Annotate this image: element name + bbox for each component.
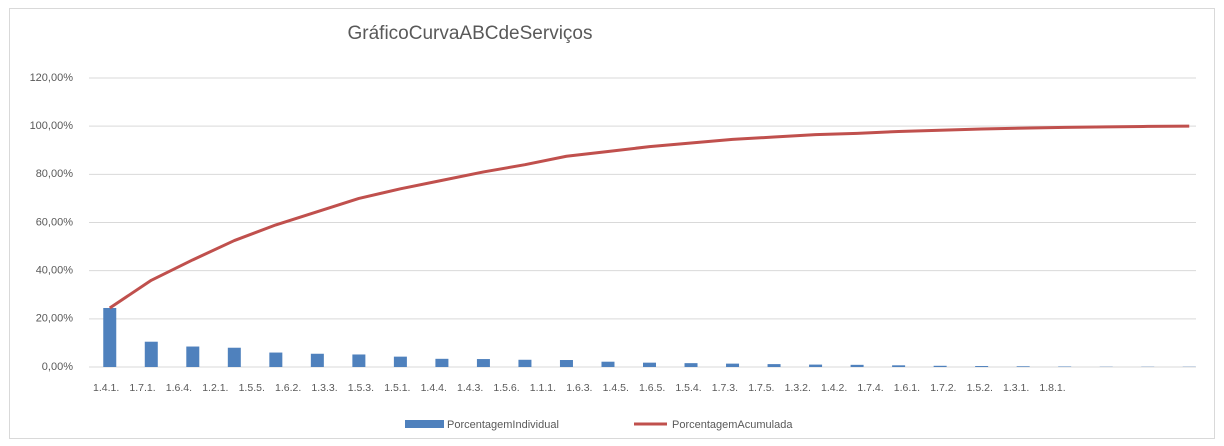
y-tick-label: 100,00% bbox=[30, 120, 74, 132]
y-tick-label: 20,00% bbox=[36, 313, 74, 325]
x-tick-label: 1.4.3. bbox=[457, 382, 483, 394]
bar bbox=[310, 353, 324, 367]
bar bbox=[601, 361, 615, 367]
legend-label: PorcentagemAcumulada bbox=[672, 419, 793, 431]
y-tick-label: 60,00% bbox=[36, 216, 74, 228]
bar bbox=[767, 364, 781, 367]
bar bbox=[933, 365, 947, 367]
x-tick-label: 1.7.4. bbox=[857, 382, 883, 394]
x-tick-label: 1.7.2. bbox=[930, 382, 956, 394]
x-tick-label: 1.5.1. bbox=[384, 382, 410, 394]
x-tick-label: 1.7.1. bbox=[129, 382, 155, 394]
x-tick-label: 1.7.5. bbox=[748, 382, 774, 394]
x-tick-label: 1.2.1. bbox=[202, 382, 228, 394]
x-tick-label: 1.5.4. bbox=[675, 382, 701, 394]
bar bbox=[726, 363, 740, 367]
x-tick-label: 1.7.3. bbox=[712, 382, 738, 394]
x-tick-label: 1.5.6. bbox=[493, 382, 519, 394]
x-tick-label: 1.1.1. bbox=[530, 382, 556, 394]
y-tick-label: 40,00% bbox=[36, 265, 74, 277]
bar bbox=[393, 356, 407, 367]
y-tick-label: 0,00% bbox=[42, 361, 73, 373]
bar bbox=[643, 362, 656, 367]
x-tick-label: 1.4.2. bbox=[821, 382, 847, 394]
x-tick-label: 1.5.3. bbox=[348, 382, 374, 394]
bar bbox=[559, 360, 573, 367]
y-tick-label: 120,00% bbox=[30, 72, 74, 84]
bar bbox=[476, 359, 490, 367]
x-tick-label: 1.5.2. bbox=[967, 382, 993, 394]
x-tick-label: 1.6.1. bbox=[894, 382, 920, 394]
x-tick-label: 1.3.1. bbox=[1003, 382, 1029, 394]
x-tick-label: 1.6.5. bbox=[639, 382, 665, 394]
bar bbox=[684, 363, 698, 367]
legend-swatch bbox=[405, 420, 444, 428]
bar bbox=[809, 364, 823, 367]
bar bbox=[1016, 366, 1030, 367]
bar bbox=[892, 365, 906, 367]
bar bbox=[435, 358, 449, 367]
x-tick-label: 1.4.1. bbox=[93, 382, 119, 394]
bar bbox=[144, 341, 158, 367]
y-tick-label: 80,00% bbox=[36, 168, 74, 180]
x-tick-label: 1.8.1. bbox=[1039, 382, 1065, 394]
bar bbox=[850, 364, 864, 367]
bar bbox=[269, 352, 283, 367]
x-tick-label: 1.6.3. bbox=[566, 382, 592, 394]
x-tick-label: 1.5.5. bbox=[239, 382, 265, 394]
x-tick-label: 1.3.3. bbox=[311, 382, 337, 394]
x-tick-label: 1.4.4. bbox=[421, 382, 447, 394]
bar bbox=[186, 346, 200, 367]
chart-frame bbox=[9, 8, 1215, 439]
line bbox=[108, 124, 1190, 310]
chart-title: GráficoCurvaABCdeServiços bbox=[348, 23, 593, 44]
bar bbox=[975, 366, 989, 367]
bar bbox=[227, 347, 241, 367]
x-tick-label: 1.6.2. bbox=[275, 382, 301, 394]
bar bbox=[518, 359, 532, 367]
bar bbox=[103, 307, 117, 367]
x-tick-label: 1.3.2. bbox=[785, 382, 811, 394]
bar bbox=[352, 354, 366, 367]
x-tick-label: 1.6.4. bbox=[166, 382, 192, 394]
x-tick-label: 1.4.5. bbox=[603, 382, 629, 394]
legend-label: PorcentagemIndividual bbox=[447, 419, 559, 431]
